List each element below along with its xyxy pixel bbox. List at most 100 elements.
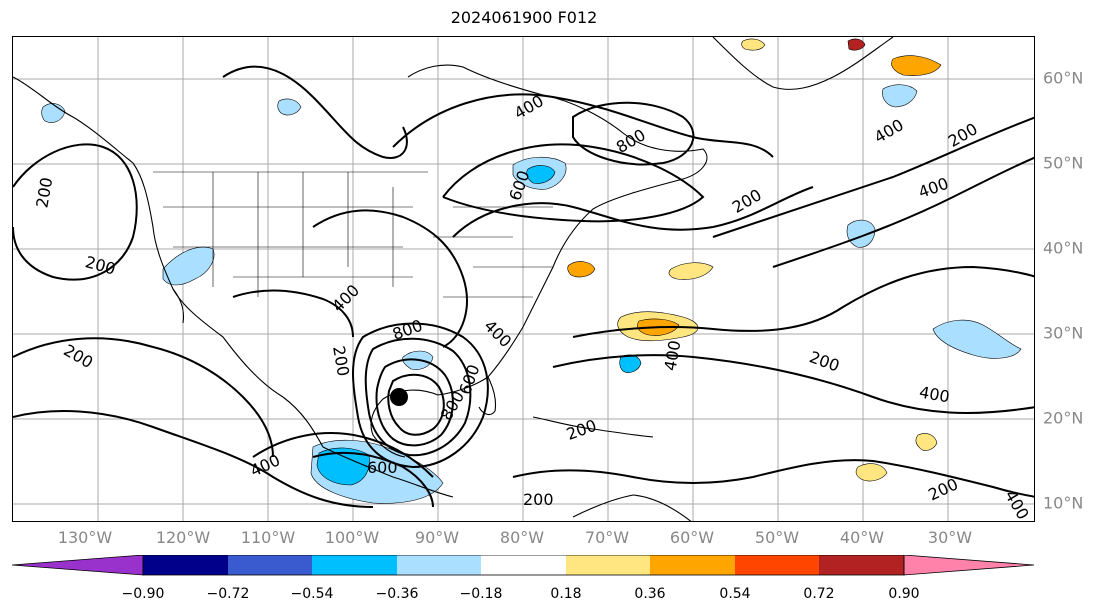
contour-200-east: [712, 116, 1034, 238]
contour-400-pacific: [13, 410, 374, 508]
colorbar-tick-label: 0.54: [719, 586, 751, 602]
contour-label: 200: [329, 344, 353, 377]
contour-label: 600: [367, 458, 398, 477]
colorbar-segment: [312, 555, 397, 575]
map-panel: 200 200 200 200 200 200 200 200 200 200 …: [12, 36, 1035, 522]
contour-label: 400: [918, 382, 951, 406]
longitude-label: 110°W: [240, 528, 296, 547]
longitude-label: 100°W: [324, 528, 380, 547]
contour-label: 400: [1001, 487, 1033, 522]
contour-600-gulf: [352, 322, 489, 469]
coastline-south-america: [572, 494, 692, 521]
coastlines: [13, 37, 894, 521]
colorbar-tick-label: −0.72: [206, 586, 250, 602]
contour-label: 200: [523, 490, 554, 509]
longitude-label: 40°W: [839, 528, 885, 547]
colorbar-segment: [143, 555, 228, 575]
coastline-gulf: [370, 389, 439, 458]
contour-400-south: [252, 432, 434, 478]
latitude-label: 60°N: [1043, 68, 1084, 88]
positive-patch-east: [855, 463, 888, 482]
negative-patch-atlantic-east: [932, 319, 1022, 359]
contour-600-lower: [312, 451, 434, 508]
contour-label: 600: [455, 362, 483, 397]
contour-label: 600: [505, 168, 533, 203]
map-canvas: 200 200 200 200 200 200 200 200 200 200 …: [13, 37, 1034, 522]
colorbar-segment: [228, 555, 312, 575]
colorbar-tick-label: −0.90: [121, 586, 165, 602]
contour-800-gulf: [364, 337, 472, 457]
colorbar-tick-label: −0.36: [375, 586, 419, 602]
colorbar-extend-low: [11, 555, 144, 576]
longitude-label: 50°W: [754, 528, 800, 547]
contour-label: 400: [916, 174, 951, 202]
state-borders: [153, 171, 553, 298]
contour-lines: [13, 65, 1034, 508]
positive-patch-east-lat40: [915, 433, 938, 451]
coastline-greenland: [712, 37, 894, 90]
contour-200-southeast: [512, 459, 1034, 498]
colorbar-segment: [819, 555, 904, 575]
positive-patch-greenland: [891, 55, 942, 76]
colorbar-extend-high: [903, 555, 1035, 576]
latitude-label: 40°N: [1043, 238, 1084, 258]
contour-200-west: [13, 143, 138, 281]
contour-200-pacific: [13, 337, 274, 458]
negative-patch-atlantic-mid: [846, 219, 876, 248]
longitude-label: 70°W: [584, 528, 630, 547]
positive-patch-midatlantic: [567, 261, 596, 278]
coastline-north-america-west: [13, 76, 454, 498]
contour-400-east: [772, 156, 1034, 268]
contour-400-lakes: [452, 186, 814, 238]
colorbar-tick-label: 0.36: [634, 586, 666, 602]
storm-center-marker: [390, 388, 408, 406]
latitude-label: 10°N: [1043, 493, 1084, 513]
colorbar-segment: [481, 555, 566, 575]
latitude-label: 30°N: [1043, 323, 1084, 343]
contour-400-atlantic: [552, 354, 1034, 414]
contour-label: 200: [807, 347, 842, 375]
contour-ring-2: [387, 373, 445, 436]
negative-patch-north: [882, 84, 918, 108]
longitude-label: 30°W: [927, 528, 973, 547]
contour-800-north: [572, 101, 695, 166]
contour-label: 400: [480, 316, 515, 351]
colorbar-tick-label: 0.72: [803, 586, 835, 602]
colorbar-tick-label: −0.54: [290, 586, 334, 602]
coastline-baja: [172, 288, 185, 324]
colorbar-segment: [735, 555, 819, 575]
positive-patch-greenland-red: [847, 38, 866, 51]
contour-ring-1: [375, 358, 454, 447]
contour-200-midwest: [232, 289, 354, 338]
negative-patch-alaska: [41, 103, 66, 123]
latitude-label: 50°N: [1043, 153, 1084, 173]
longitude-label: 130°W: [57, 528, 113, 547]
contour-200-atlantic: [572, 265, 1034, 338]
negative-patch-great-lakes-core: [526, 165, 556, 184]
contour-600-north: [442, 143, 705, 223]
negative-patch-northwest: [277, 98, 302, 116]
longitude-label: 60°W: [669, 528, 715, 547]
map-title: 2024061900 F012: [450, 8, 598, 27]
colorbar-tick-label: 0.18: [550, 586, 582, 602]
longitude-label: 80°W: [499, 528, 545, 547]
longitude-label: 120°W: [155, 528, 211, 547]
contour-label: 400: [871, 115, 907, 147]
contour-200-north: [222, 65, 408, 159]
longitude-label: 90°W: [414, 528, 460, 547]
coastline-north-america-east: [407, 64, 708, 396]
latitude-label: 20°N: [1043, 408, 1084, 428]
colorbar-segment: [397, 555, 481, 575]
contour-label: 200: [60, 340, 96, 372]
negative-patch-baja: [162, 246, 215, 286]
negative-patch-pacific-core: [316, 447, 370, 486]
coastline-florida: [478, 376, 497, 416]
contour-label: 200: [83, 252, 117, 278]
positive-patch-greenland-edge: [741, 38, 766, 51]
coastline-caribbean: [532, 416, 654, 438]
colorbar: [11, 555, 1035, 576]
colorbar-segment: [650, 555, 735, 575]
negative-patch-caribbean: [619, 354, 642, 373]
colorbar-segment: [566, 555, 650, 575]
contour-label: 200: [32, 176, 56, 209]
